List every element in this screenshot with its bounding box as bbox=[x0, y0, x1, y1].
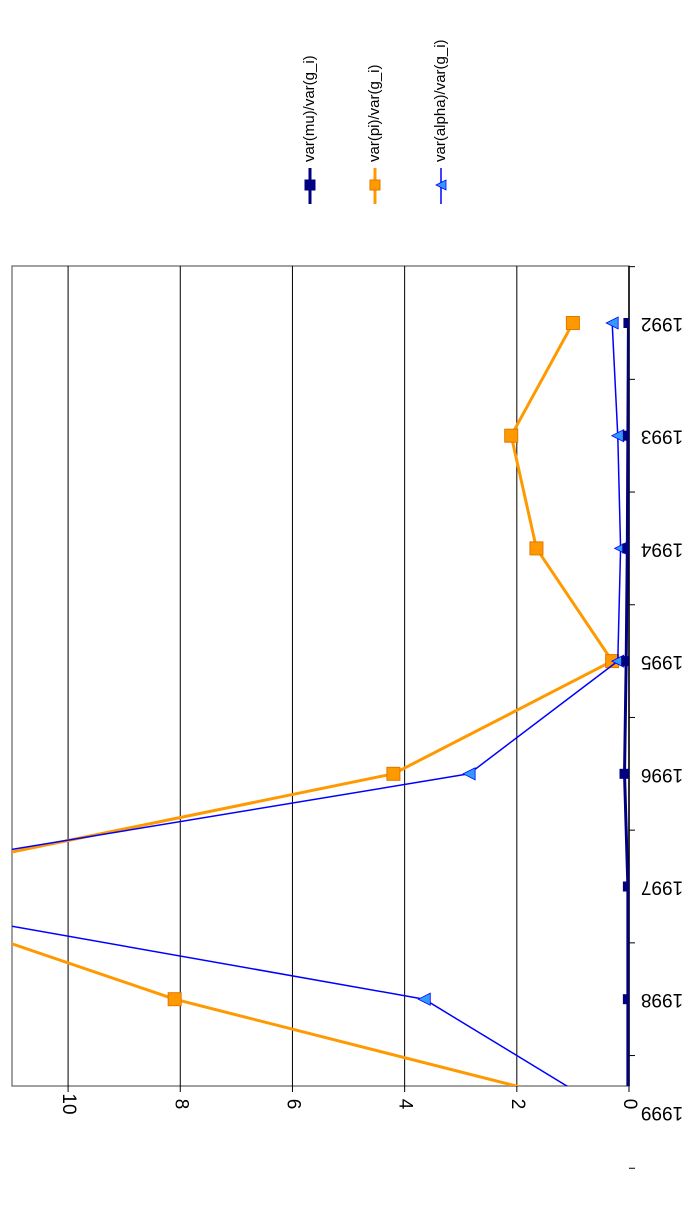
data-point bbox=[504, 428, 519, 443]
category-tick-label: 1997 bbox=[641, 876, 683, 897]
value-tick-label: 4 bbox=[395, 1099, 416, 1110]
category-tick-label: 1992 bbox=[641, 313, 683, 334]
data-point bbox=[167, 992, 182, 1007]
legend-swatch-marker bbox=[435, 179, 447, 191]
data-point bbox=[621, 656, 629, 667]
data-point bbox=[462, 767, 476, 781]
value-tick-label: 6 bbox=[282, 1099, 303, 1110]
legend-entry: var(alpha)/var(g_i) bbox=[432, 39, 449, 204]
data-point bbox=[417, 992, 431, 1006]
series-2 bbox=[12, 316, 620, 1086]
data-point bbox=[529, 541, 544, 556]
legend-swatch-marker bbox=[304, 179, 316, 191]
data-point bbox=[565, 316, 580, 330]
legend-label: var(mu)/var(g_i) bbox=[301, 55, 318, 162]
value-tick-label: 0 bbox=[619, 1099, 640, 1110]
data-point bbox=[622, 994, 629, 1005]
category-tick-label: 1993 bbox=[641, 426, 683, 447]
plot-area bbox=[11, 265, 635, 1169]
legend-swatch-marker bbox=[369, 179, 381, 191]
data-point bbox=[386, 766, 401, 781]
series-1 bbox=[619, 318, 629, 1086]
series-3 bbox=[12, 316, 627, 1118]
category-tick-label: 1998 bbox=[641, 989, 683, 1010]
category-tick-label: 1994 bbox=[640, 538, 683, 559]
data-point bbox=[622, 543, 629, 554]
value-tick-label: 10 bbox=[58, 1093, 79, 1114]
category-tick-label: 1999 bbox=[641, 1102, 683, 1123]
data-point bbox=[619, 768, 629, 779]
category-tick-label: 1996 bbox=[641, 764, 683, 785]
series-layer bbox=[12, 316, 629, 1118]
series-line bbox=[623, 322, 629, 1086]
legend-entry: var(mu)/var(g_i) bbox=[301, 55, 318, 204]
series-line bbox=[12, 322, 614, 1086]
legend-label: var(pi)/var(g_i) bbox=[366, 64, 383, 162]
legend-label: var(alpha)/var(g_i) bbox=[432, 39, 449, 162]
value-tick-label: 2 bbox=[507, 1099, 528, 1110]
category-tick-label: 1995 bbox=[641, 651, 683, 672]
legend-entry: var(pi)/var(g_i) bbox=[366, 64, 383, 204]
data-point bbox=[622, 881, 629, 892]
data-point bbox=[622, 430, 629, 441]
axis-labels: 0 2 4 6 8 10 1992 1993 1994 1995 1996 1997 1998 1999 bbox=[58, 313, 683, 1123]
legend: var(mu)/var(g_i) var(pi)/var(g_i) var(alph… bbox=[301, 39, 449, 204]
data-point bbox=[623, 318, 629, 328]
data-point bbox=[605, 316, 619, 330]
value-tick-label: 8 bbox=[170, 1099, 191, 1110]
series-line bbox=[12, 322, 622, 1086]
data-point bbox=[603, 1106, 615, 1118]
